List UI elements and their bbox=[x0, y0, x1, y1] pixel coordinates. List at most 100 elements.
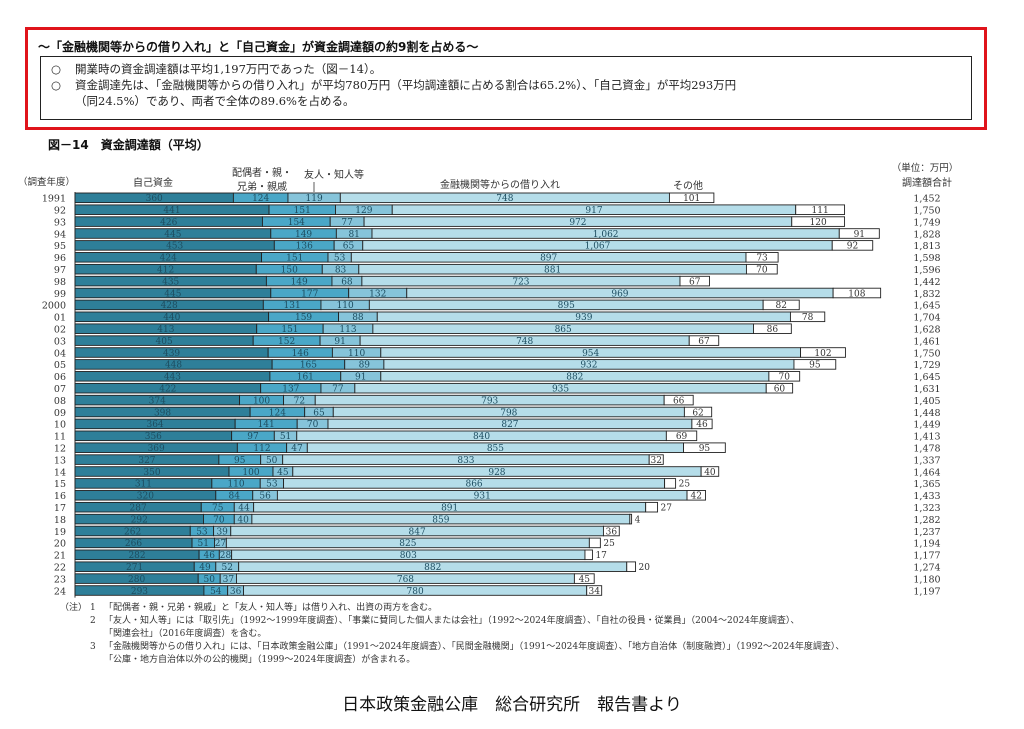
data-label-financial: 895 bbox=[558, 301, 575, 311]
data-label-self-funds: 398 bbox=[154, 408, 171, 418]
data-label-friends: 65 bbox=[343, 242, 355, 252]
data-label-friends: 88 bbox=[352, 313, 364, 323]
summary-text-continued: （同24.5%）であり、両者で全体の89.6%を占める。 bbox=[75, 94, 355, 108]
bar-segment-other bbox=[831, 240, 874, 251]
data-label-financial: 928 bbox=[488, 468, 505, 478]
bar-segment-other bbox=[768, 371, 801, 382]
bar-segment-other bbox=[629, 513, 633, 525]
data-label-family: 95 bbox=[234, 456, 246, 466]
bar-segment-other bbox=[838, 228, 880, 239]
year-tick-label: 11 bbox=[54, 432, 66, 443]
data-label-family: 151 bbox=[294, 206, 311, 216]
year-tick-label: 24 bbox=[54, 586, 66, 597]
data-label-friends: 89 bbox=[359, 361, 371, 371]
summary-item: ○ 資金調達先は、「金融機関等からの借り入れ」が平均780万円（平均調達額に占め… bbox=[51, 77, 961, 93]
total-value: 1,478 bbox=[913, 444, 940, 455]
legend-financial: 金融機関等からの借り入れ bbox=[440, 178, 560, 191]
data-label-friends: 91 bbox=[355, 373, 366, 383]
data-label-family: 136 bbox=[296, 242, 313, 252]
data-label-self-funds: 282 bbox=[128, 551, 145, 561]
data-label-financial: 748 bbox=[516, 337, 533, 347]
total-header: 調達額合計 bbox=[902, 176, 952, 189]
bar-segment-other bbox=[789, 311, 826, 323]
year-tick-label: 02 bbox=[54, 325, 66, 336]
data-label-self-funds: 440 bbox=[163, 313, 180, 323]
data-label-other: 86 bbox=[767, 325, 779, 335]
data-label-family: 165 bbox=[300, 361, 317, 371]
total-value: 1,596 bbox=[913, 265, 940, 276]
year-tick-label: 23 bbox=[54, 574, 66, 585]
bullet-icon: ○ bbox=[51, 78, 62, 92]
data-label-friends: 50 bbox=[266, 456, 278, 466]
data-label-financial: 897 bbox=[540, 254, 557, 264]
data-label-other: 27 bbox=[661, 504, 673, 514]
data-label-self-funds: 364 bbox=[146, 420, 163, 430]
legend-self-funds: 自己資金 bbox=[133, 176, 173, 189]
year-tick-label: 1991 bbox=[42, 194, 66, 205]
year-tick-label: 20 bbox=[54, 539, 66, 550]
data-label-friends: 51 bbox=[280, 432, 291, 442]
bar-segment-other bbox=[586, 585, 603, 596]
legend-friends: 友人・知人等 bbox=[304, 168, 364, 181]
data-label-self-funds: 320 bbox=[137, 492, 154, 502]
year-tick-label: 01 bbox=[54, 313, 66, 324]
note-text: 「関連会社」（2016年度調査）を含む。 bbox=[104, 629, 267, 639]
year-tick-label: 92 bbox=[54, 206, 66, 217]
year-tick-label: 97 bbox=[54, 265, 66, 276]
data-label-other: 4 bbox=[635, 515, 641, 525]
legend-family-line1: 配偶者・親・ bbox=[232, 166, 292, 179]
data-label-self-funds: 293 bbox=[131, 587, 148, 597]
data-label-family: 53 bbox=[196, 527, 208, 537]
bar-segment-other bbox=[688, 335, 720, 346]
data-label-financial: 833 bbox=[457, 456, 474, 466]
summary-item: ○ 開業時の資金調達額は平均1,197万円であった（図－14）。 bbox=[51, 61, 961, 77]
total-value: 1,194 bbox=[913, 539, 940, 550]
data-label-other: 17 bbox=[595, 551, 607, 561]
data-label-financial: 827 bbox=[501, 420, 518, 430]
bar-segment-other bbox=[753, 323, 792, 334]
data-label-self-funds: 445 bbox=[164, 289, 181, 299]
summary-box: ○ 開業時の資金調達額は平均1,197万円であった（図－14）。 ○ 資金調達先… bbox=[40, 56, 972, 120]
data-label-self-funds: 327 bbox=[138, 456, 155, 466]
data-label-self-funds: 271 bbox=[126, 563, 143, 573]
note-number: 3 bbox=[90, 642, 96, 652]
year-tick-label: 12 bbox=[54, 444, 66, 455]
data-label-other: 73 bbox=[756, 254, 768, 264]
data-label-other: 42 bbox=[691, 492, 702, 502]
total-value: 1,442 bbox=[913, 277, 940, 288]
data-label-family: 141 bbox=[258, 420, 275, 430]
data-label-self-funds: 435 bbox=[162, 277, 179, 287]
year-tick-label: 06 bbox=[54, 372, 66, 383]
total-value: 1,704 bbox=[913, 313, 940, 324]
data-label-family: 46 bbox=[203, 551, 215, 561]
data-label-family: 54 bbox=[210, 587, 222, 597]
data-label-family: 146 bbox=[292, 349, 309, 359]
data-label-financial: 917 bbox=[585, 206, 602, 216]
data-label-self-funds: 311 bbox=[135, 480, 152, 490]
data-label-other: 69 bbox=[676, 432, 688, 442]
total-value: 1,237 bbox=[913, 527, 940, 538]
data-label-family: 137 bbox=[282, 385, 299, 395]
total-value: 1,828 bbox=[913, 229, 940, 240]
data-label-self-funds: 445 bbox=[164, 230, 181, 240]
total-value: 1,365 bbox=[913, 479, 940, 490]
bar-segment-other bbox=[765, 382, 794, 394]
bar-segment-other bbox=[791, 216, 846, 227]
data-label-friends: 119 bbox=[306, 194, 323, 204]
bar-segment-other bbox=[588, 537, 601, 549]
data-label-other: 66 bbox=[673, 396, 685, 406]
total-value: 1,177 bbox=[913, 551, 940, 562]
data-label-family: 110 bbox=[227, 480, 244, 490]
data-label-friends: 113 bbox=[339, 325, 356, 335]
data-label-other: 67 bbox=[698, 337, 710, 347]
total-value: 1,405 bbox=[913, 396, 940, 407]
headline: ～「金融機関等からの借り入れ」と「自己資金」が資金調達額の約9割を占める～ bbox=[38, 40, 479, 54]
data-label-self-funds: 443 bbox=[164, 373, 181, 383]
note-item: （注） 1 「配偶者・親・兄弟・親戚」と「友人・知人等」は借り入れ、出資の両方を… bbox=[60, 602, 844, 615]
data-label-financial: 1,067 bbox=[585, 242, 611, 252]
bar-segment-other bbox=[800, 347, 846, 358]
data-label-financial: 932 bbox=[580, 361, 597, 371]
total-value: 1,452 bbox=[913, 194, 940, 205]
data-label-friends: 53 bbox=[266, 480, 278, 490]
